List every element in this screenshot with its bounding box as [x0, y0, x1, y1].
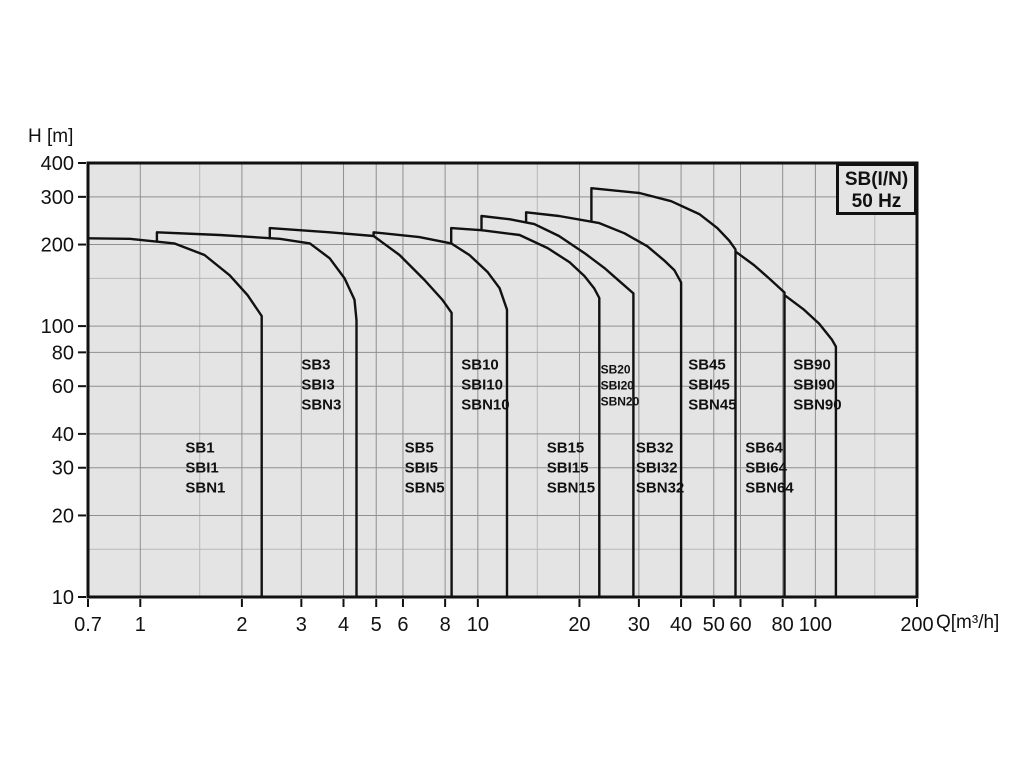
- region-label-sb45: SB45: [688, 356, 726, 373]
- region-label-sb64: SBI64: [745, 460, 787, 477]
- region-label-sb10: SBI10: [461, 376, 503, 393]
- region-label-sb3: SBI3: [301, 376, 334, 393]
- x-tick-label: 8: [440, 614, 451, 636]
- x-tick-label: 5: [371, 614, 382, 636]
- chart-title-frequency: 50 Hz: [851, 191, 902, 213]
- envelope-sb20: [480, 214, 635, 599]
- region-label-sb10: SB10: [461, 356, 499, 373]
- region-label-sb90: SBN90: [793, 396, 841, 413]
- region-label-sb5: SBN5: [405, 480, 445, 497]
- envelope-sb15: [450, 226, 601, 599]
- region-label-sb3: SB3: [301, 356, 330, 373]
- chart-title-series: SB(I/N): [844, 169, 909, 190]
- envelope-sb10: [372, 231, 509, 599]
- region-label-sb5: SB5: [405, 440, 434, 457]
- plot-border: [86, 161, 919, 599]
- region-label-sb15: SBI15: [547, 460, 589, 477]
- y-axis-title: H [m]: [28, 126, 74, 147]
- region-label-sb20: SB20: [601, 362, 631, 376]
- region-label-sb10: SBN10: [461, 396, 509, 413]
- x-tick-label: 30: [628, 614, 650, 636]
- envelope-sb64: [735, 251, 786, 599]
- y-tick-label: 100: [41, 316, 74, 338]
- region-label-sb1: SBI1: [185, 460, 218, 477]
- envelope-sb5: [268, 226, 453, 599]
- y-tick-label: 20: [52, 505, 74, 527]
- region-label-sb64: SBN64: [745, 480, 794, 497]
- region-label-sb3: SBN3: [301, 396, 341, 413]
- y-tick-label: 200: [41, 235, 74, 257]
- region-label-sb32: SBN32: [636, 480, 684, 497]
- x-tick-label: 0.7: [74, 614, 102, 636]
- region-label-sb5: SBI5: [405, 460, 438, 477]
- chart-title-box: SB(I/N) 50 Hz: [836, 163, 917, 215]
- x-tick-label: 10: [467, 614, 489, 636]
- region-label-sb45: SBI45: [688, 376, 730, 393]
- x-tick-label: 40: [670, 614, 692, 636]
- x-tick-label: 4: [338, 614, 349, 636]
- x-tick-label: 3: [296, 614, 307, 636]
- region-label-sb15: SBN15: [547, 480, 595, 497]
- envelope-sb45: [590, 187, 737, 599]
- y-tick-label: 400: [41, 153, 74, 175]
- envelope-sb90: [784, 294, 838, 599]
- x-tick-label: 2: [236, 614, 247, 636]
- x-axis-title: Q[m³/h]: [936, 612, 1000, 633]
- x-tick-label: 1: [135, 614, 146, 636]
- y-tick-label: 80: [52, 342, 74, 364]
- x-tick-label: 50: [703, 614, 725, 636]
- y-tick-label: 40: [52, 424, 74, 446]
- envelope-sb1: [86, 237, 263, 599]
- region-label-sb20: SBI20: [601, 378, 635, 392]
- y-tick-label: 10: [52, 587, 74, 609]
- x-tick-label: 100: [799, 614, 832, 636]
- y-tick-label: 30: [52, 458, 74, 480]
- region-label-sb15: SB15: [547, 440, 585, 457]
- region-label-sb32: SBI32: [636, 460, 678, 477]
- envelope-sb3: [155, 231, 358, 599]
- y-tick-label: 60: [52, 376, 74, 398]
- region-label-sb20: SBN20: [601, 394, 640, 408]
- envelope-sb32: [524, 211, 683, 599]
- region-label-sb90: SBI90: [793, 376, 835, 393]
- x-tick-label: 20: [568, 614, 590, 636]
- region-label-sb1: SB1: [185, 440, 214, 457]
- region-label-sb1: SBN1: [185, 480, 225, 497]
- y-tick-label: 300: [41, 187, 74, 209]
- x-tick-label: 6: [397, 614, 408, 636]
- region-label-sb90: SB90: [793, 356, 831, 373]
- region-label-sb45: SBN45: [688, 396, 736, 413]
- x-tick-label: 80: [772, 614, 794, 636]
- region-label-sb32: SB32: [636, 440, 674, 457]
- region-label-sb64: SB64: [745, 440, 783, 457]
- x-tick-label: 200: [900, 614, 933, 636]
- x-tick-label: 60: [729, 614, 751, 636]
